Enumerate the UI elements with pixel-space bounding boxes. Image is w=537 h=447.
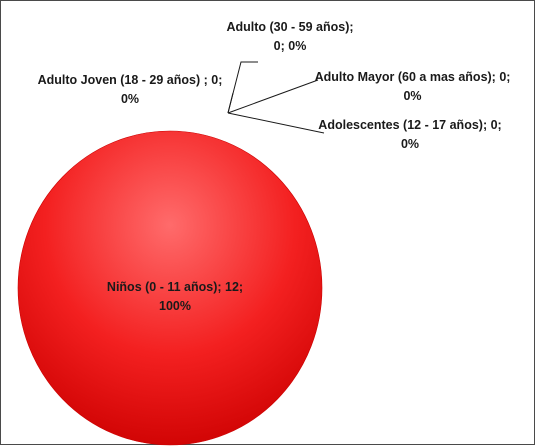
data-label-ninos: Niños (0 - 11 años); 12; 100% xyxy=(106,280,244,313)
data-label-adulto: Adulto (30 - 59 años); 0; 0% xyxy=(226,20,354,53)
data-label-adulto-joven: Adulto Joven (18 - 29 años) ; 0; 0% xyxy=(37,73,223,106)
leader-line-adolescentes xyxy=(227,112,325,134)
slice-ninos xyxy=(17,130,323,446)
data-label-adolescentes: Adolescentes (12 - 17 años); 0; 0% xyxy=(318,118,502,151)
leader-line-adulto xyxy=(227,61,258,114)
leader-line-adulto-mayor xyxy=(227,79,319,114)
data-label-adulto-mayor: Adulto Mayor (60 a mas años); 0; 0% xyxy=(314,70,511,103)
